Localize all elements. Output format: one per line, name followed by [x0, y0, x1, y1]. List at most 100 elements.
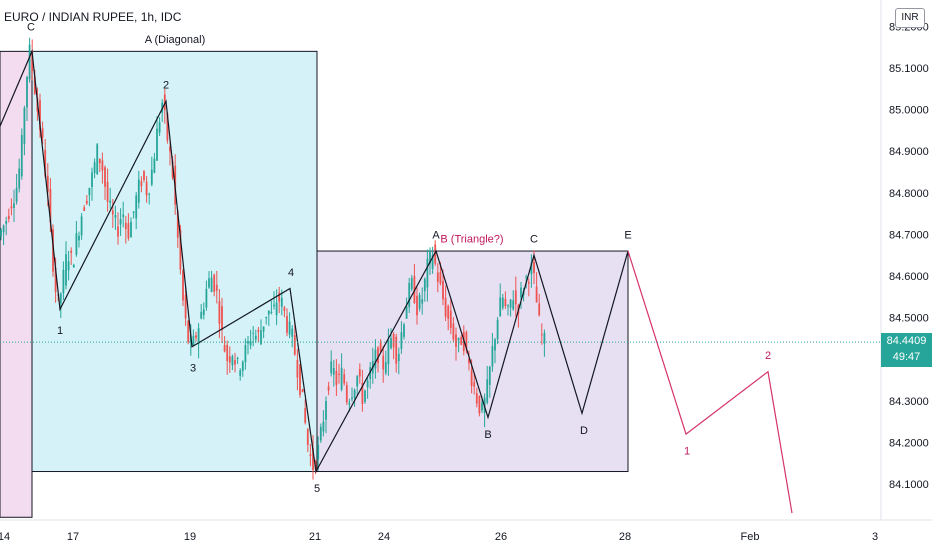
candle-body — [200, 311, 203, 319]
candle-body — [192, 335, 195, 346]
x-tick-label: 17 — [67, 531, 79, 543]
wave-label: B (Triangle?) — [440, 234, 503, 246]
candle-body — [72, 264, 75, 268]
candle-body — [221, 306, 223, 330]
candle-body — [197, 328, 200, 345]
candle-body — [299, 364, 301, 396]
x-tick-label: 24 — [378, 531, 390, 543]
candle-body — [530, 262, 533, 275]
wave-label: 1 — [684, 446, 690, 458]
candle-body — [481, 402, 483, 411]
candle-body — [176, 211, 179, 238]
candle-body — [117, 226, 119, 237]
candle-body — [304, 408, 307, 423]
candle-body — [236, 357, 239, 359]
elliott-wave-line — [0, 49, 629, 474]
candle-body — [447, 305, 450, 319]
candle-body — [202, 309, 205, 316]
candle-body — [418, 295, 421, 309]
candle-body — [148, 193, 151, 195]
candle-body — [514, 290, 517, 305]
candle-body — [114, 215, 117, 218]
candle-body — [226, 344, 229, 362]
candle-body — [400, 332, 403, 349]
candle-body — [475, 393, 478, 404]
candle-body — [325, 401, 327, 420]
candle-body — [538, 303, 541, 316]
candle-body — [309, 454, 312, 457]
candle-body — [468, 358, 470, 364]
candle-body — [283, 307, 286, 311]
candle-body — [15, 187, 18, 202]
candle-body — [473, 382, 476, 387]
wave-label: 1 — [57, 325, 63, 337]
candle-body — [218, 301, 221, 324]
candle-body — [257, 329, 260, 332]
candle-body — [403, 324, 405, 337]
candle-body — [439, 272, 442, 284]
chart-title: EURO / INDIAN RUPEE, 1h, IDC — [4, 10, 182, 24]
candle-body — [98, 158, 101, 164]
currency-button[interactable]: INR — [895, 8, 925, 28]
candle-body — [239, 370, 242, 376]
price-axis: 84.100084.200084.300084.400084.500084.60… — [889, 21, 929, 491]
candle-body — [374, 349, 377, 369]
x-tick-label: 14 — [0, 531, 10, 543]
candle-body — [156, 128, 158, 161]
candle-body — [137, 179, 140, 203]
x-tick-label: 19 — [184, 531, 196, 543]
candle-body — [356, 376, 359, 387]
y-tick-label: 84.1000 — [889, 479, 929, 491]
candle-body — [195, 335, 197, 338]
candle-body — [327, 386, 330, 391]
candle-body — [322, 421, 325, 432]
candle-body — [208, 278, 210, 288]
candle-body — [127, 223, 130, 239]
candle-body — [249, 341, 252, 346]
candle-body — [260, 330, 262, 345]
candle-body — [312, 448, 314, 470]
candle-body — [444, 297, 447, 317]
candle-body — [169, 146, 171, 152]
candle-body — [278, 292, 281, 302]
candle-body — [351, 397, 353, 400]
candle-body — [488, 366, 491, 385]
candle-body — [132, 211, 135, 213]
candle-body — [507, 305, 509, 307]
candle-body — [62, 269, 65, 294]
wave-labels: C A (Diagonal) 2 1 3 4 5 A B (Triangle?) C E B D 1 2 — [27, 21, 771, 495]
candle-body — [535, 286, 538, 303]
candle-body — [361, 383, 364, 404]
candle-body — [345, 385, 348, 403]
wave-label: C — [27, 21, 35, 33]
candle-body — [275, 302, 278, 316]
candle-body — [265, 317, 268, 319]
candle-body — [335, 370, 338, 386]
projection-wave-line — [627, 250, 793, 514]
candle-body — [291, 328, 294, 337]
wave-label: 5 — [314, 483, 320, 495]
candle-body — [379, 342, 382, 352]
candle-body — [319, 426, 322, 441]
candle-body — [88, 187, 91, 196]
candle-body — [491, 346, 494, 367]
candle-body — [426, 258, 429, 288]
candle-body — [527, 282, 530, 284]
candle-body — [67, 261, 70, 271]
y-tick-label: 84.3000 — [889, 396, 929, 408]
candle-body — [364, 390, 366, 402]
candle-body — [293, 335, 296, 355]
candle-body — [46, 175, 49, 193]
candle-body — [85, 200, 88, 204]
candle-body — [109, 200, 112, 203]
candle-body — [213, 274, 216, 292]
candle-body — [421, 299, 424, 304]
candle-body — [2, 225, 5, 233]
candle-body — [270, 311, 273, 314]
candle-body — [44, 149, 47, 177]
wave-label: C — [530, 234, 538, 246]
wave-label: E — [624, 229, 631, 241]
wave-label: 4 — [288, 267, 294, 279]
y-tick-label: 84.5000 — [889, 313, 929, 325]
